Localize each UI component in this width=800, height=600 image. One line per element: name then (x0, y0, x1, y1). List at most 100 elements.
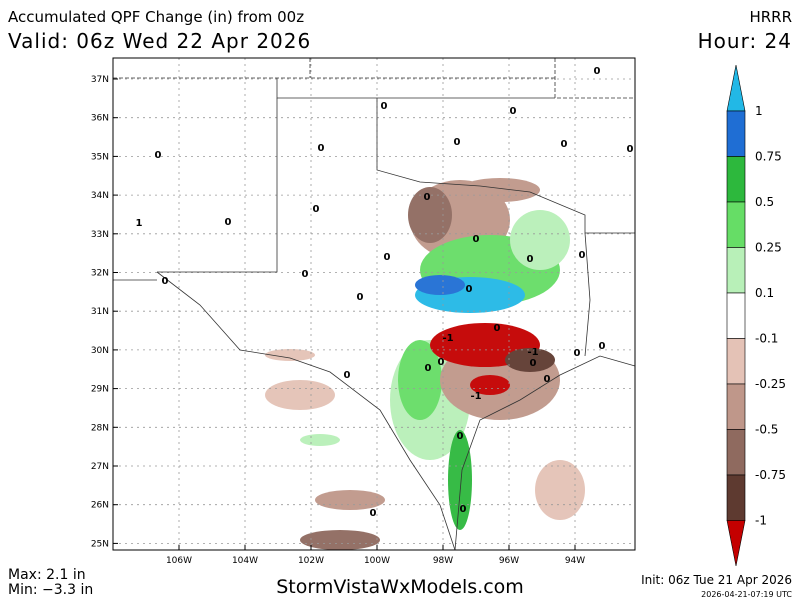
lon-label: 94W (565, 556, 585, 566)
title: Accumulated QPF Change (in) from 00z (8, 8, 304, 26)
lon-label: 96W (499, 556, 519, 566)
contour-label: -1 (527, 347, 538, 358)
precip-area (448, 430, 472, 530)
contour-label: 0 (599, 341, 606, 352)
colorbar-label: 0.1 (755, 286, 774, 300)
state-border (113, 98, 278, 281)
contour-label: -1 (442, 333, 453, 344)
rio-grande (156, 271, 456, 551)
lat-label: 31N (91, 307, 109, 317)
lat-label: 29N (91, 385, 109, 395)
colorbar-bin (726, 383, 746, 430)
contour-label: 0 (510, 106, 517, 117)
contour-label: 0 (594, 66, 601, 77)
contour-label: 0 (530, 358, 537, 369)
precip-area (315, 490, 385, 510)
site-name: StormVistaWxModels.com (276, 576, 524, 598)
lat-label: 32N (91, 269, 109, 279)
precip-area (265, 349, 315, 361)
precip-area (415, 275, 465, 295)
lon-label: 100W (364, 556, 390, 566)
borders (113, 58, 636, 551)
colorbar-label: -0.5 (755, 423, 778, 437)
colorbar-label: 0.5 (755, 195, 774, 209)
contour-label: 0 (162, 276, 169, 287)
colorbar-bin (726, 292, 746, 339)
lat-label: 35N (91, 152, 109, 162)
colorbar: 1 0.75 0.5 0.25 0.1 -0.1 -0.25 -0.5 -0.75 -1 (726, 64, 786, 567)
lat-label: 33N (91, 230, 109, 240)
lon-label: 102W (298, 556, 324, 566)
colorbar-arrow (726, 64, 746, 112)
precip-area (470, 375, 510, 395)
precip-area (460, 178, 540, 202)
colorbar-label: -1 (755, 514, 767, 528)
colorbar-label: -0.1 (755, 332, 778, 346)
lat-label: 37N (91, 75, 109, 85)
lat-label: 26N (91, 501, 109, 511)
precip (265, 178, 585, 550)
max-value: Max: 2.1 in (8, 567, 86, 583)
contour-label: 0 (155, 150, 162, 161)
contour-label: 0 (544, 374, 551, 385)
contour-label: 0 (527, 254, 534, 265)
contour-label: -1 (470, 391, 481, 402)
contour-label: 0 (460, 504, 467, 515)
colorbar-bin (726, 429, 746, 476)
model: HRRR (749, 8, 792, 26)
lat-label: 28N (91, 423, 109, 433)
contour-label: 0 (627, 144, 634, 155)
precip-area (535, 460, 585, 520)
colorbar-arrow (726, 520, 746, 567)
valid-time: Valid: 06z Wed 22 Apr 2026 (8, 29, 311, 53)
colorbar-bin (726, 110, 746, 157)
coastline (454, 355, 636, 551)
contour-label: 0 (370, 508, 377, 519)
contour-label: 0 (457, 431, 464, 442)
contour-label: 0 (579, 250, 586, 261)
contour-label: 0 (384, 252, 391, 263)
precip-area (408, 187, 452, 243)
precip-area (505, 348, 555, 372)
colorbar-bin (726, 247, 746, 294)
contour-label: 1 (136, 218, 143, 229)
colorbar-label: 0.75 (755, 150, 782, 164)
precip-area (300, 530, 380, 550)
precip-area (300, 434, 340, 446)
state-border (584, 232, 591, 357)
contour-label: 0 (494, 323, 501, 334)
contour-label: 0 (561, 139, 568, 150)
contour-label: 0 (574, 348, 581, 359)
contour-label: 0 (302, 269, 309, 280)
contour-label: 0 (344, 370, 351, 381)
colorbar-label: 0.25 (755, 241, 782, 255)
contour-label: 0 (424, 192, 431, 203)
lon-label: 104W (232, 556, 258, 566)
precip-area (265, 380, 335, 410)
lat-label: 25N (91, 539, 109, 549)
min-value: Min: −3.3 in (8, 582, 93, 598)
contour-label: 0 (381, 101, 388, 112)
graticule (113, 58, 635, 550)
lon-label: 106W (166, 556, 192, 566)
precip-area (510, 210, 570, 270)
colorbar-bin (726, 338, 746, 385)
contour-label: 0 (318, 143, 325, 154)
contour-label: 0 (466, 284, 473, 295)
colorbar-label: 1 (755, 104, 763, 118)
contour-label: 0 (438, 357, 445, 368)
map-frame (112, 57, 636, 551)
colorbar-label: -0.75 (755, 468, 786, 482)
precip-area (398, 340, 442, 420)
lon-label: 98W (433, 556, 453, 566)
contour-label: 0 (357, 292, 364, 303)
colorbar-label: -0.25 (755, 377, 786, 391)
lat-label: 30N (91, 346, 109, 356)
lat-label: 34N (91, 191, 109, 201)
forecast-hour: Hour: 24 (698, 29, 792, 53)
lat-label: 36N (91, 114, 109, 124)
timestamp: 2026-04-21-07:19 UTC (701, 590, 792, 599)
